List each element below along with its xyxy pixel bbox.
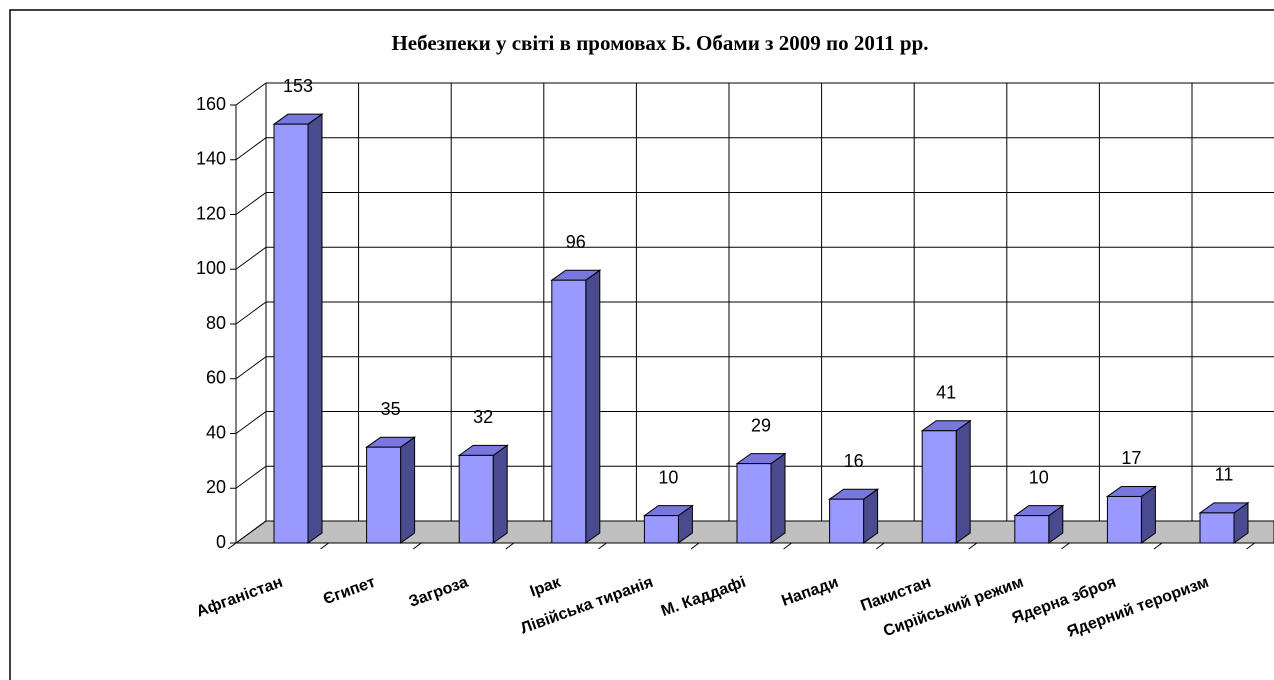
x-tick xyxy=(227,542,237,550)
x-tick xyxy=(412,542,422,550)
y-tick-label: 0 xyxy=(216,532,226,552)
y-tick-label: 120 xyxy=(196,203,226,223)
value-label: 10 xyxy=(1029,467,1049,487)
value-label: 35 xyxy=(381,399,401,419)
y-tick-label: 140 xyxy=(196,149,226,169)
grid-line xyxy=(235,246,267,270)
y-tick-label: 60 xyxy=(206,368,226,388)
bar-side xyxy=(492,444,508,544)
bar xyxy=(1106,495,1142,544)
bar-side xyxy=(307,113,323,544)
y-tick-label: 80 xyxy=(206,313,226,333)
value-label: 17 xyxy=(1121,448,1141,468)
chart-border xyxy=(9,9,1274,680)
x-tick xyxy=(320,542,329,550)
x-tick xyxy=(1153,542,1163,550)
bar-side xyxy=(400,436,416,544)
y-tick-label: 40 xyxy=(206,422,226,442)
value-label: 96 xyxy=(566,232,586,252)
x-tick xyxy=(1061,542,1070,550)
grid-line xyxy=(235,356,267,380)
bar xyxy=(551,279,587,544)
chart-title: Небезпеки у світі в промовах Б. Обами з … xyxy=(391,31,928,55)
value-label: 41 xyxy=(936,383,956,403)
value-label: 153 xyxy=(283,76,313,96)
x-tick xyxy=(875,542,885,550)
grid-line xyxy=(235,301,267,325)
x-tick xyxy=(598,542,607,550)
x-tick xyxy=(1246,542,1255,550)
y-tick-label: 20 xyxy=(206,477,226,497)
value-label: 32 xyxy=(473,407,493,427)
bar xyxy=(1199,512,1235,544)
x-tick xyxy=(690,542,700,550)
bar xyxy=(736,463,772,544)
grid-line xyxy=(235,192,267,215)
value-label: 16 xyxy=(844,451,864,471)
y-tick-label: 160 xyxy=(196,94,226,114)
grid-line xyxy=(235,411,267,434)
grid-line xyxy=(235,82,267,106)
grid-line xyxy=(235,465,267,489)
value-label: 11 xyxy=(1215,465,1234,485)
x-tick xyxy=(783,542,792,550)
bar xyxy=(829,498,865,544)
bar xyxy=(366,446,402,544)
bar xyxy=(273,123,309,544)
bar-side xyxy=(770,452,786,544)
value-label: 10 xyxy=(658,467,678,487)
value-label: 29 xyxy=(751,415,771,435)
bar xyxy=(458,454,494,544)
x-tick xyxy=(505,542,515,550)
bar xyxy=(921,430,957,544)
x-tick xyxy=(968,542,978,550)
bar-side xyxy=(955,419,971,544)
bar-side xyxy=(585,269,601,544)
grid-line xyxy=(235,520,267,544)
bar xyxy=(643,515,679,544)
grid-line xyxy=(235,137,267,161)
y-tick-label: 100 xyxy=(196,258,226,278)
bar xyxy=(1014,515,1050,544)
